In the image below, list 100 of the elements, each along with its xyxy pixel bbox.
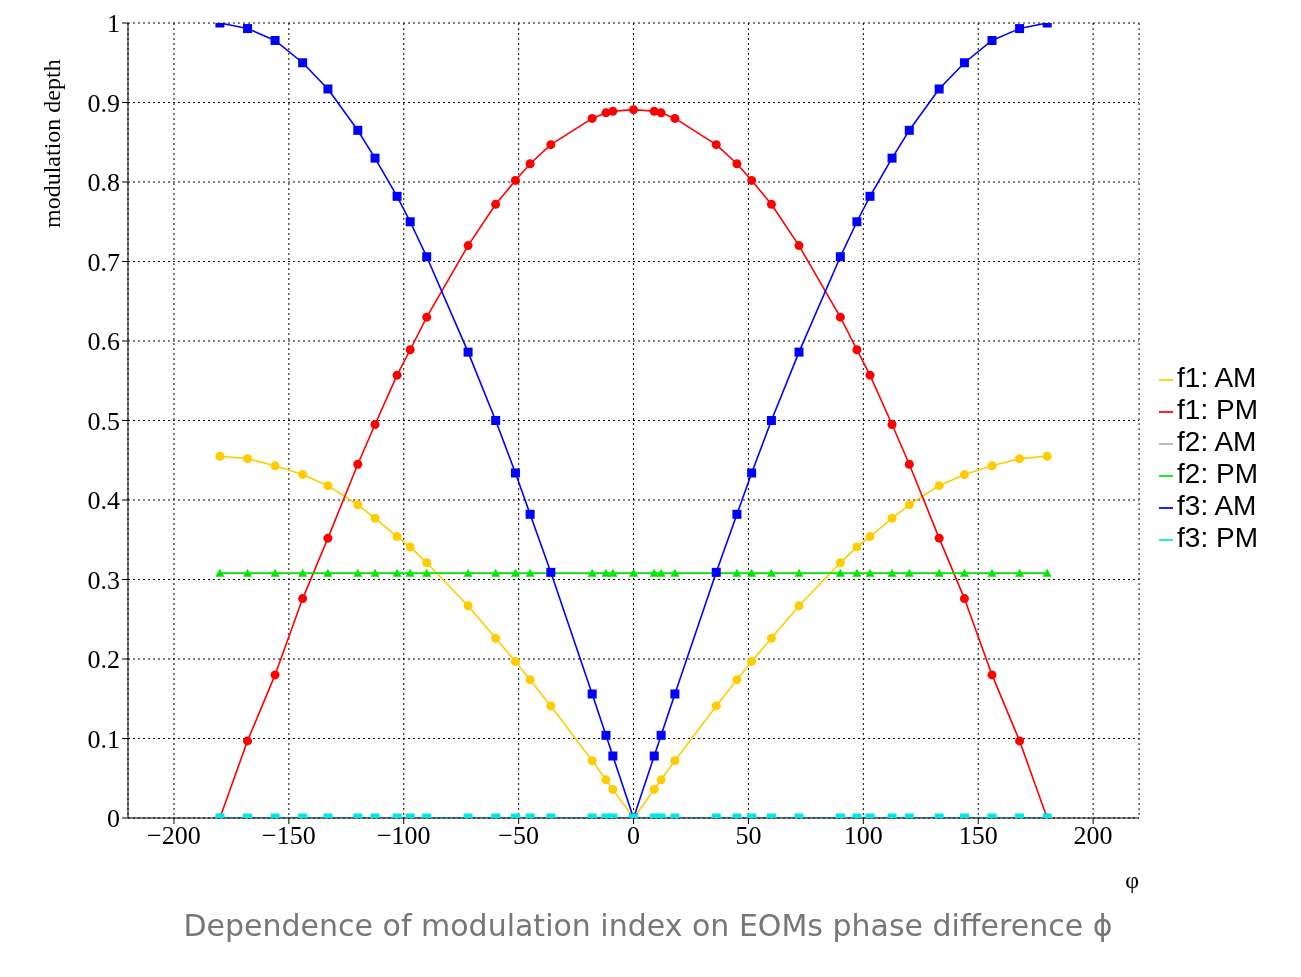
point bbox=[987, 461, 997, 471]
point bbox=[510, 656, 520, 666]
point bbox=[852, 568, 862, 577]
legend-label: f2: PM bbox=[1177, 458, 1258, 489]
point bbox=[587, 568, 597, 577]
point bbox=[649, 751, 659, 761]
x-tick-label: −200 bbox=[147, 821, 201, 851]
point bbox=[463, 568, 473, 577]
point bbox=[670, 756, 680, 766]
point bbox=[1015, 568, 1025, 577]
point bbox=[865, 191, 875, 201]
point bbox=[904, 125, 914, 135]
point bbox=[298, 568, 308, 577]
point bbox=[732, 568, 742, 577]
point bbox=[298, 58, 308, 68]
point bbox=[887, 513, 897, 523]
point bbox=[370, 419, 380, 429]
point bbox=[649, 784, 659, 794]
point bbox=[392, 568, 402, 577]
point bbox=[242, 24, 252, 34]
x-tick-label: −100 bbox=[376, 821, 431, 851]
x-tick-label: 100 bbox=[843, 821, 883, 851]
point bbox=[587, 689, 597, 699]
point bbox=[270, 670, 280, 680]
point bbox=[608, 784, 618, 794]
point bbox=[904, 568, 914, 577]
point bbox=[959, 470, 969, 480]
point bbox=[405, 345, 415, 355]
point bbox=[392, 191, 402, 201]
point bbox=[353, 568, 363, 577]
point bbox=[215, 451, 225, 461]
point bbox=[323, 481, 333, 491]
point bbox=[323, 84, 333, 94]
point bbox=[747, 568, 757, 577]
x-tick-label: −150 bbox=[262, 821, 316, 851]
point bbox=[510, 568, 520, 577]
legend-label: f3: PM bbox=[1177, 522, 1258, 553]
point bbox=[835, 252, 845, 262]
point bbox=[629, 105, 639, 115]
point bbox=[959, 594, 969, 604]
point bbox=[747, 175, 757, 185]
point bbox=[865, 532, 875, 542]
y-tick-label: 0.5 bbox=[87, 406, 120, 436]
point bbox=[1042, 568, 1052, 577]
point bbox=[732, 675, 742, 685]
point bbox=[656, 730, 666, 740]
point bbox=[422, 252, 432, 262]
point bbox=[323, 533, 333, 543]
point bbox=[270, 35, 280, 45]
point bbox=[1015, 736, 1025, 746]
point bbox=[1015, 454, 1025, 464]
y-tick-label: 0.8 bbox=[87, 168, 120, 198]
text: Dependence of modulation index on EOMs phase difference ϕ bbox=[182, 908, 1114, 943]
x-tick-label: 50 bbox=[735, 821, 762, 851]
point bbox=[934, 533, 944, 543]
point bbox=[887, 568, 897, 577]
point bbox=[242, 568, 252, 577]
point bbox=[525, 159, 535, 169]
legend-label: f1: PM bbox=[1177, 394, 1258, 425]
point bbox=[656, 775, 666, 785]
point bbox=[242, 454, 252, 464]
point bbox=[370, 568, 380, 577]
point bbox=[298, 594, 308, 604]
point bbox=[670, 689, 680, 699]
point bbox=[649, 568, 659, 577]
point bbox=[852, 542, 862, 552]
point bbox=[766, 633, 776, 643]
y-tick-label: 0.6 bbox=[87, 327, 120, 357]
y-axis-title: modulation depth bbox=[39, 59, 66, 228]
point bbox=[298, 470, 308, 480]
point bbox=[766, 199, 776, 209]
point bbox=[656, 108, 666, 118]
point bbox=[525, 568, 535, 577]
y-tick-label: 0.9 bbox=[87, 88, 120, 118]
point bbox=[711, 701, 721, 711]
point bbox=[934, 84, 944, 94]
point bbox=[491, 568, 501, 577]
point bbox=[491, 199, 501, 209]
point bbox=[865, 370, 875, 380]
point bbox=[422, 568, 432, 577]
point bbox=[270, 461, 280, 471]
point bbox=[525, 675, 535, 685]
point bbox=[987, 35, 997, 45]
point bbox=[405, 542, 415, 552]
point bbox=[608, 568, 618, 577]
point bbox=[601, 568, 611, 577]
point bbox=[608, 751, 618, 761]
x-axis-title: φ bbox=[1125, 867, 1140, 893]
point bbox=[887, 153, 897, 163]
point bbox=[904, 459, 914, 469]
legend-label: f1: AM bbox=[1177, 362, 1257, 393]
x-tick-label: 150 bbox=[958, 821, 998, 851]
point bbox=[959, 58, 969, 68]
point bbox=[835, 568, 845, 577]
point bbox=[392, 532, 402, 542]
point bbox=[463, 601, 473, 611]
y-tick-label: 0.3 bbox=[87, 565, 120, 595]
point bbox=[959, 568, 969, 577]
point bbox=[353, 125, 363, 135]
point bbox=[794, 568, 804, 577]
